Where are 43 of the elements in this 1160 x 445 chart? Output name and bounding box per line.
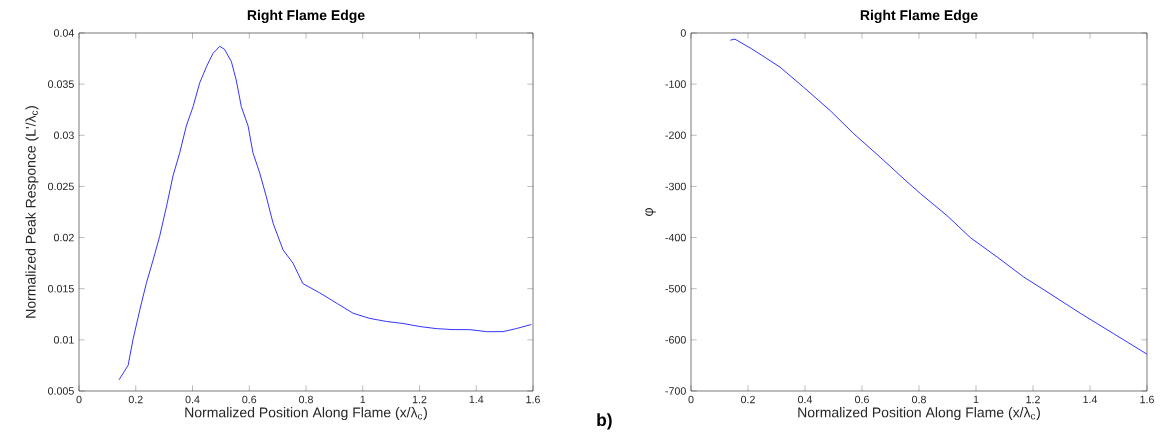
- y-tick-label: 0.035: [48, 80, 74, 88]
- chart-title: Right Flame Edge: [860, 9, 978, 23]
- y-tick-label: 0.03: [53, 131, 74, 140]
- y-tick-label: -300: [665, 182, 686, 191]
- x-tick-label: 0.4: [185, 395, 200, 404]
- x-tick-label: 0: [76, 395, 82, 404]
- text: b): [597, 413, 612, 430]
- y-tick-label: 0.025: [48, 182, 74, 191]
- y-tick-label: 0: [680, 29, 686, 37]
- line-series: [118, 45, 532, 381]
- line-series: [729, 38, 1148, 355]
- x-tick-label: 1: [973, 395, 979, 404]
- y-tick-label: 0.01: [53, 336, 74, 344]
- x-tick-label: 0.6: [242, 395, 257, 404]
- x-tick-label: 0.6: [855, 395, 869, 404]
- y-tick-label: -700: [665, 387, 686, 395]
- y-tick-label: -400: [665, 233, 686, 242]
- y-tick-label: 0.005: [48, 387, 74, 395]
- y-tick-label: -100: [665, 80, 686, 88]
- x-axis-title: Normalized Position Along Flame (x/λ$_{c}$): [798, 407, 1040, 421]
- x-tick-label: 1.4: [1083, 395, 1098, 404]
- y-axis-title: Normalized Peak Responce (L'/λ$_{c}$): [25, 106, 39, 318]
- y-tick-label: 0.02: [53, 233, 74, 242]
- x-tick-label: 1.2: [412, 395, 427, 404]
- x-tick-label: 0: [688, 395, 694, 404]
- y-tick-label: 0.015: [48, 284, 74, 293]
- y-tick-label: -500: [665, 284, 686, 293]
- x-axis-title: Normalized Position Along Flame (x/λ$_{c}$): [185, 407, 427, 421]
- y-tick-label: -600: [665, 336, 686, 344]
- x-tick-label: 1.6: [1140, 395, 1154, 404]
- y-tick-label: 0.04: [53, 29, 74, 37]
- x-tick-label: 1: [360, 395, 366, 404]
- x-tick-label: 1.6: [526, 395, 540, 404]
- x-tick-label: 0.2: [741, 395, 755, 404]
- chart-title: Right Flame Edge: [247, 9, 365, 23]
- y-tick-label: -200: [665, 131, 686, 140]
- x-tick-label: 0.2: [128, 395, 143, 404]
- x-tick-label: 1.4: [469, 395, 484, 404]
- x-tick-label: 0.4: [798, 395, 813, 404]
- x-tick-label: 0.8: [299, 395, 313, 404]
- x-tick-label: 1.2: [1026, 395, 1040, 404]
- y-axis-title: φ: [645, 208, 656, 216]
- x-tick-label: 0.8: [912, 395, 926, 404]
